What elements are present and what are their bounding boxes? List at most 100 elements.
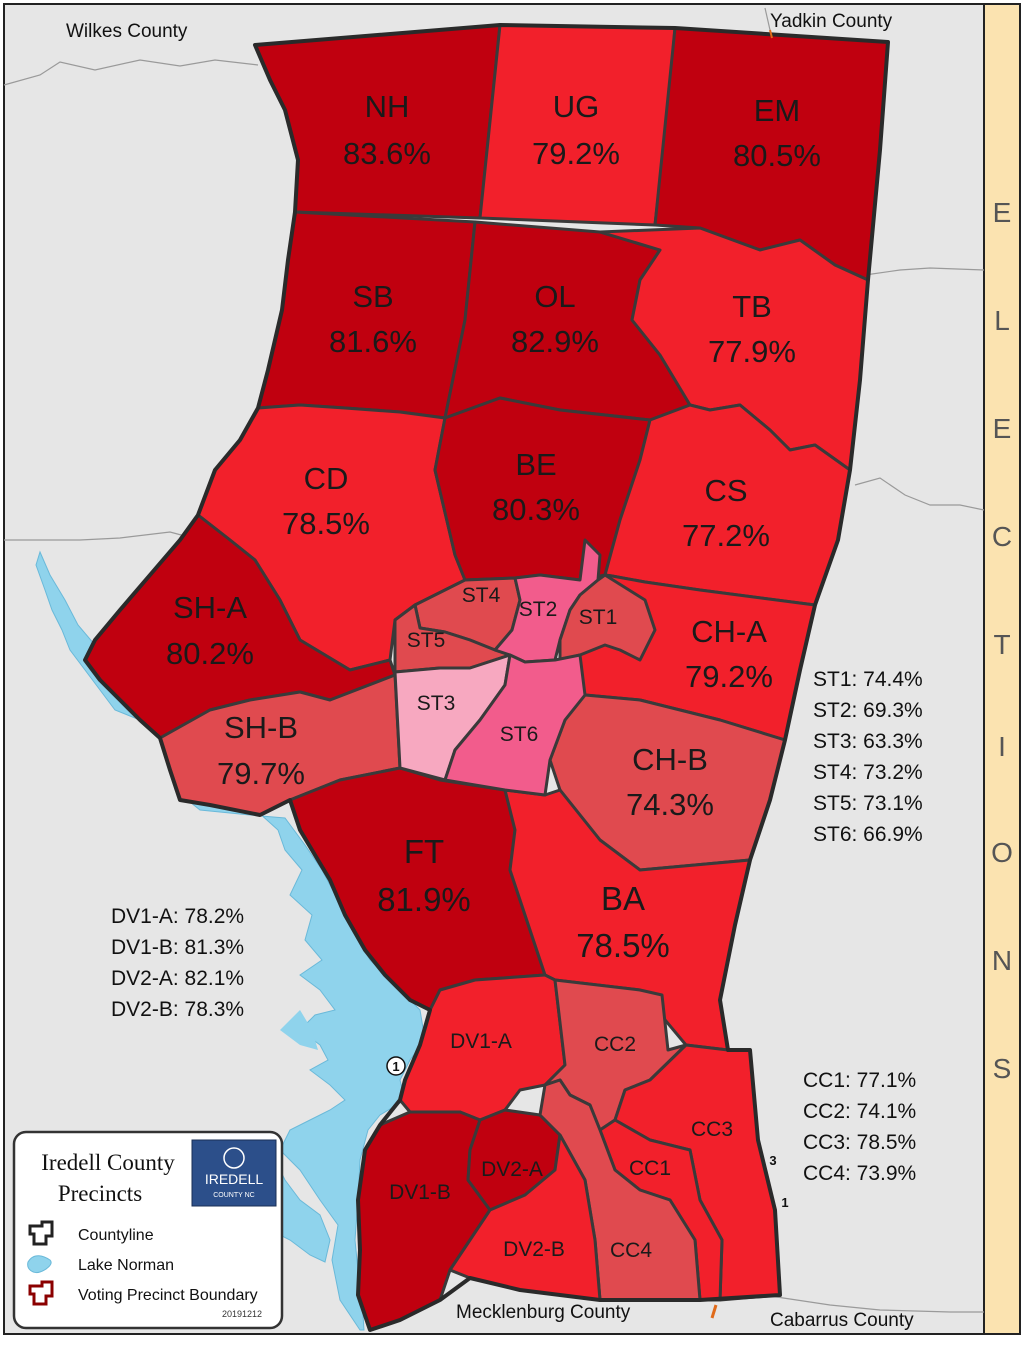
neighbor-labels: Wilkes County Yadkin County Mecklenburg …	[66, 11, 914, 1331]
county-logo: IREDELL COUNTY NC	[191, 1139, 277, 1207]
precinct-label: SB	[352, 279, 393, 314]
precinct-label: CH-B	[632, 742, 708, 777]
precinct-label: ST1	[579, 606, 618, 629]
precinct-label: DV2-B	[503, 1238, 565, 1261]
precinct-label: SH-B	[224, 710, 298, 745]
list-item: CC3: 78.5%	[803, 1131, 916, 1154]
list-item: DV1-A: 78.2%	[111, 905, 244, 928]
legend-title: Iredell County	[41, 1150, 175, 1175]
precinct-pct: 79.2%	[685, 659, 773, 694]
precinct-label: ST5	[407, 629, 446, 652]
precinct-label: CC3	[691, 1118, 733, 1141]
precinct-label: ST6	[500, 723, 539, 746]
precinct-label: CC1	[629, 1157, 671, 1180]
precinct-pct: 81.9%	[377, 881, 471, 918]
statesville-list: ST1: 74.4% ST2: 69.3% ST3: 63.3% ST4: 73…	[813, 668, 923, 846]
precinct-label: CH-A	[691, 614, 767, 649]
sidebar-letter: I	[998, 731, 1006, 762]
precinct-pct: 78.5%	[282, 506, 370, 541]
precinct-pct: 80.3%	[492, 492, 580, 527]
logo-text: IREDELL	[205, 1171, 264, 1187]
precinct-label: FT	[404, 833, 444, 870]
date-code: 20191212	[222, 1309, 262, 1319]
sidebar-letter: N	[992, 945, 1012, 976]
precinct-st6-shape[interactable]	[443, 653, 587, 797]
precinct-pct: 77.2%	[682, 518, 770, 553]
legend-item: Lake Norman	[27, 1255, 174, 1274]
sidebar-letter: C	[992, 521, 1012, 552]
neighbor-label-yadkin: Yadkin County	[770, 11, 893, 32]
neighbor-label-mecklenburg: Mecklenburg County	[456, 1302, 631, 1323]
precinct-outline-icon	[28, 1280, 54, 1306]
sidebar-letter: S	[993, 1053, 1012, 1084]
sidebar-letters: E L E C T I O N S	[991, 197, 1013, 1084]
precinct-dv2-b-shape[interactable]	[448, 1133, 602, 1302]
logo-subtext: COUNTY NC	[213, 1192, 254, 1199]
precinct-labels: NH 83.6% UG 79.2% EM 80.5% SB 81.6% OL 8…	[166, 89, 821, 1262]
road-marker-shield-icon	[386, 1056, 406, 1076]
precinct-label: BA	[601, 880, 645, 917]
precinct-pct: 81.6%	[329, 324, 417, 359]
precinct-st1-shape[interactable]	[558, 573, 657, 662]
legend-subtitle: Precincts	[58, 1181, 142, 1206]
precinct-label: ST2	[519, 598, 558, 621]
precinct-pct: 82.9%	[511, 324, 599, 359]
list-item: CC1: 77.1%	[803, 1069, 916, 1092]
sidebar-letter: L	[994, 305, 1010, 336]
precinct-pct: 79.7%	[217, 756, 305, 791]
neighbor-label-wilkes: Wilkes County	[66, 21, 188, 42]
precinct-label: ST3	[417, 692, 456, 715]
precinct-pct: 80.5%	[733, 138, 821, 173]
sidebar-letter: O	[991, 837, 1013, 868]
legend-label: Voting Precinct Boundary	[78, 1287, 258, 1304]
election-sidebar	[983, 3, 1021, 1335]
sidebar-letter: E	[993, 197, 1012, 228]
precinct-label: DV1-B	[389, 1181, 451, 1204]
precinct-label: TB	[732, 289, 772, 324]
precinct-label: CD	[304, 461, 349, 496]
county-outline	[83, 23, 890, 1332]
precinct-shapes	[83, 23, 890, 1332]
legend-box: Iredell County Precincts IREDELL COUNTY …	[12, 1130, 284, 1330]
list-item: ST2: 69.3%	[813, 699, 923, 722]
list-item: ST4: 73.2%	[813, 761, 923, 784]
neighbor-label-cabarrus: Cabarrus County	[770, 1310, 914, 1331]
road-marker-label: 1	[781, 1195, 788, 1210]
list-item: ST6: 66.9%	[813, 823, 923, 846]
precinct-pct: 80.2%	[166, 636, 254, 671]
precinct-pct: 79.2%	[532, 136, 620, 171]
road-marker-label: 3	[769, 1153, 776, 1168]
precinct-label: DV1-A	[450, 1030, 512, 1053]
list-item: CC4: 73.9%	[803, 1162, 916, 1185]
precinct-label: DV2-A	[481, 1158, 543, 1181]
county-outline-icon	[28, 1220, 54, 1246]
list-item: CC2: 74.1%	[803, 1100, 916, 1123]
legend-label: Lake Norman	[78, 1257, 174, 1274]
precinct-label: CC2	[594, 1033, 636, 1056]
precinct-label: BE	[515, 447, 556, 482]
davidson-list: DV1-A: 78.2% DV1-B: 81.3% DV2-A: 82.1% D…	[111, 905, 244, 1021]
list-item: ST3: 63.3%	[813, 730, 923, 753]
legend-item: Voting Precinct Boundary	[28, 1280, 258, 1306]
legend-label: Countyline	[78, 1227, 154, 1244]
legend-item: Countyline	[28, 1220, 154, 1246]
precinct-label: EM	[754, 93, 801, 128]
sidebar-letter: E	[993, 413, 1012, 444]
precinct-label: NH	[365, 89, 410, 124]
precinct-label: SH-A	[173, 590, 247, 625]
precinct-label: UG	[553, 89, 600, 124]
neighbor-county-lines	[3, 7, 985, 1313]
precinct-pct: 83.6%	[343, 136, 431, 171]
precinct-label: ST4	[462, 584, 501, 607]
precinct-ug-shape[interactable]	[478, 23, 677, 227]
precinct-pct: 77.9%	[708, 334, 796, 369]
road-marker-label: 1	[392, 1059, 399, 1074]
list-item: DV1-B: 81.3%	[111, 936, 244, 959]
list-item: ST1: 74.4%	[813, 668, 923, 691]
lake-icon	[27, 1255, 52, 1273]
precinct-label: CS	[704, 473, 747, 508]
precinct-label: OL	[534, 279, 575, 314]
coddle-list: CC1: 77.1% CC2: 74.1% CC3: 78.5% CC4: 73…	[803, 1069, 916, 1185]
